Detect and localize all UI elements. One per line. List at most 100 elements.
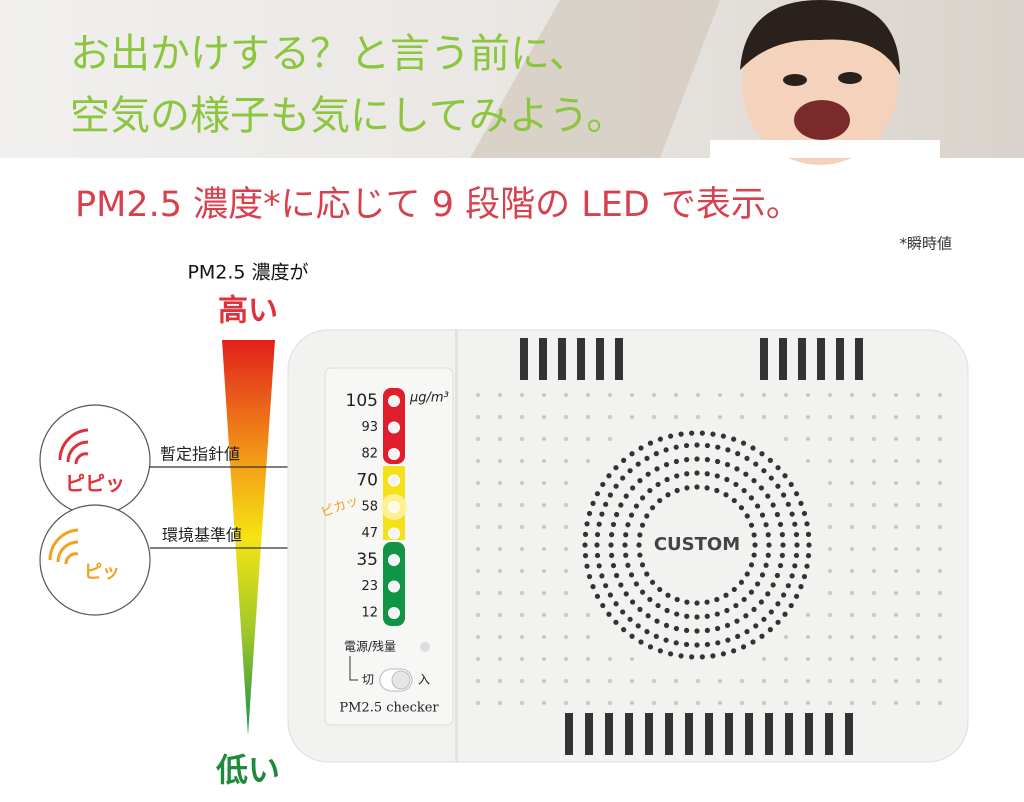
speaker-hole [753, 461, 759, 467]
speaker-hole [751, 552, 757, 558]
perforation [938, 459, 942, 463]
perforation [806, 393, 810, 397]
perforation [784, 393, 788, 397]
perforation [938, 635, 942, 639]
perforation [762, 701, 766, 705]
speaker-hole [724, 607, 730, 614]
speaker-hole [594, 593, 601, 599]
speaker-hole [710, 653, 716, 659]
perforation [498, 525, 502, 529]
speaker-hole [623, 591, 629, 597]
speaker-hole [639, 522, 646, 528]
perforation [850, 481, 854, 485]
perforation [542, 437, 546, 441]
perforation [872, 437, 876, 441]
speaker-hole [684, 599, 690, 605]
vent-slot [596, 338, 604, 380]
perforation [608, 657, 612, 661]
speaker-hole [714, 611, 720, 617]
speaker-hole [600, 481, 606, 488]
perforation [828, 481, 832, 485]
vent-slot [845, 713, 853, 755]
perforation [586, 437, 590, 441]
perforation [938, 415, 942, 419]
perforation [894, 525, 898, 529]
speaker-hole [738, 579, 745, 585]
perforation [520, 547, 524, 551]
speaker-hole [806, 542, 812, 548]
speaker-hole [770, 502, 776, 508]
speaker-hole [801, 573, 808, 580]
perforation [586, 679, 590, 683]
led [388, 554, 400, 566]
perforation [696, 701, 700, 705]
speaker-hole [590, 584, 596, 590]
scale-high: 高い [218, 294, 278, 329]
vent-slot [785, 713, 793, 755]
speaker-hole [647, 487, 653, 494]
speaker-hole [714, 458, 721, 465]
speaker-hole [673, 640, 679, 646]
speaker-hole [735, 451, 741, 457]
speaker-hole [623, 493, 629, 499]
speaker-hole [785, 583, 791, 589]
speaker-hole [607, 592, 613, 598]
perforation [674, 701, 678, 705]
perforation [784, 701, 788, 705]
perforation [476, 437, 480, 441]
speaker-hole [759, 512, 766, 518]
vent-slot [745, 713, 753, 755]
speaker-hole [644, 513, 650, 519]
vent-slot [665, 713, 673, 755]
perforation [894, 569, 898, 573]
speaker-hole [792, 521, 798, 527]
perforation [542, 503, 546, 507]
speaker-hole [744, 571, 750, 577]
perforation [872, 415, 876, 419]
speaker-hole [657, 586, 663, 593]
speaker-hole [594, 531, 601, 538]
speaker-hole [723, 492, 729, 498]
perforation [740, 393, 744, 397]
perforation [542, 635, 546, 639]
speaker-hole [725, 637, 731, 643]
speaker-hole [752, 542, 758, 548]
speaker-hole [647, 644, 654, 650]
speaker-hole [694, 456, 700, 462]
perforation [894, 547, 898, 551]
speaker-hole [740, 644, 747, 650]
perforation [872, 591, 876, 595]
perforation [784, 635, 788, 639]
vent-slot [705, 713, 713, 755]
perforation [938, 503, 942, 507]
speaker-hole [765, 591, 771, 597]
perforation [916, 701, 920, 705]
perforation [828, 701, 832, 705]
seam [455, 330, 458, 762]
perforation [564, 525, 568, 529]
switch-on: 入 [418, 673, 430, 687]
speaker-hole [635, 461, 641, 467]
speaker-hole [644, 629, 650, 635]
led [388, 527, 400, 540]
speaker-hole [704, 641, 711, 648]
perforation [476, 503, 480, 507]
speaker-hole [704, 613, 710, 619]
perforation [564, 437, 568, 441]
speaker-hole [582, 553, 589, 559]
perforation [630, 701, 634, 705]
perforation [872, 547, 876, 551]
perforation [476, 635, 480, 639]
speaker-hole [594, 542, 600, 548]
speaker-hole [657, 436, 663, 442]
speaker-hole [627, 468, 633, 474]
alert-sound: ピッ [84, 562, 120, 583]
perforation [850, 415, 854, 419]
power-label: 電源/残量 [344, 640, 396, 654]
speaker-hole [782, 473, 788, 479]
speaker-hole [731, 497, 737, 504]
speaker-hole [622, 542, 628, 548]
speaker-hole [599, 573, 605, 579]
perforation [498, 679, 502, 683]
speaker-hole [744, 629, 750, 635]
